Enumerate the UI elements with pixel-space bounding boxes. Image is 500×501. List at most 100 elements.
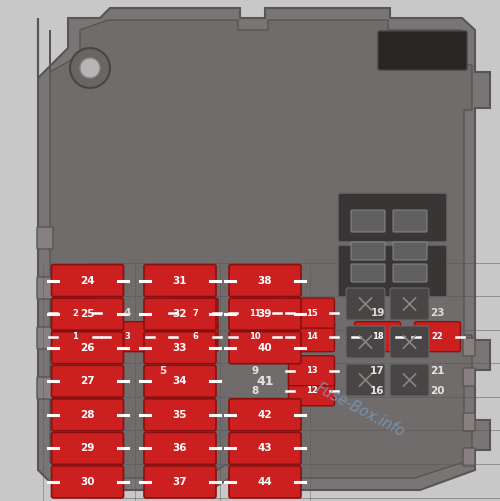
Circle shape xyxy=(70,48,110,88)
FancyBboxPatch shape xyxy=(232,298,278,328)
Text: 40: 40 xyxy=(258,343,272,353)
Text: 42: 42 xyxy=(258,410,272,420)
Text: 11: 11 xyxy=(249,309,261,318)
Text: 38: 38 xyxy=(258,276,272,286)
Text: 25: 25 xyxy=(80,309,95,319)
FancyBboxPatch shape xyxy=(288,356,335,386)
Text: 18: 18 xyxy=(372,332,384,341)
FancyBboxPatch shape xyxy=(463,448,475,466)
Text: 19: 19 xyxy=(370,308,384,318)
Text: 37: 37 xyxy=(172,477,188,487)
FancyBboxPatch shape xyxy=(346,326,385,358)
FancyBboxPatch shape xyxy=(390,326,429,358)
Text: 6: 6 xyxy=(192,332,198,341)
FancyBboxPatch shape xyxy=(52,322,98,352)
FancyBboxPatch shape xyxy=(52,298,124,330)
FancyBboxPatch shape xyxy=(463,413,475,431)
FancyBboxPatch shape xyxy=(37,227,53,249)
Polygon shape xyxy=(50,20,472,478)
FancyBboxPatch shape xyxy=(144,365,216,397)
FancyBboxPatch shape xyxy=(144,332,216,364)
FancyBboxPatch shape xyxy=(144,432,216,464)
Text: 9: 9 xyxy=(252,366,258,376)
Text: 44: 44 xyxy=(258,477,272,487)
Text: 21: 21 xyxy=(430,366,445,376)
FancyBboxPatch shape xyxy=(346,288,385,320)
Text: 32: 32 xyxy=(173,309,187,319)
FancyBboxPatch shape xyxy=(338,193,447,242)
FancyBboxPatch shape xyxy=(52,399,124,431)
Text: 35: 35 xyxy=(173,410,187,420)
Text: 1: 1 xyxy=(72,332,78,341)
FancyBboxPatch shape xyxy=(351,210,385,232)
FancyBboxPatch shape xyxy=(144,399,216,431)
FancyBboxPatch shape xyxy=(172,322,218,352)
Text: 27: 27 xyxy=(80,376,95,386)
Text: 10: 10 xyxy=(249,332,261,341)
FancyBboxPatch shape xyxy=(393,242,427,260)
Text: 29: 29 xyxy=(80,443,94,453)
Text: 28: 28 xyxy=(80,410,95,420)
FancyBboxPatch shape xyxy=(346,364,385,396)
FancyBboxPatch shape xyxy=(52,365,124,397)
FancyBboxPatch shape xyxy=(172,298,218,328)
Circle shape xyxy=(236,458,264,486)
Text: 22: 22 xyxy=(432,332,444,341)
FancyBboxPatch shape xyxy=(52,265,124,297)
Text: 34: 34 xyxy=(172,376,188,386)
FancyBboxPatch shape xyxy=(52,466,124,498)
Text: 39: 39 xyxy=(258,309,272,319)
FancyBboxPatch shape xyxy=(52,332,124,364)
Polygon shape xyxy=(38,8,490,490)
Text: 14: 14 xyxy=(306,332,318,341)
Text: 33: 33 xyxy=(173,343,187,353)
FancyBboxPatch shape xyxy=(354,322,401,352)
FancyBboxPatch shape xyxy=(229,298,301,330)
Text: 24: 24 xyxy=(80,276,95,286)
FancyBboxPatch shape xyxy=(390,288,429,320)
FancyBboxPatch shape xyxy=(232,322,278,352)
Text: 15: 15 xyxy=(306,309,318,318)
Text: 16: 16 xyxy=(370,386,385,396)
FancyBboxPatch shape xyxy=(463,368,475,386)
FancyBboxPatch shape xyxy=(229,332,301,364)
Text: 2: 2 xyxy=(72,309,78,318)
Text: 26: 26 xyxy=(80,343,95,353)
Text: 43: 43 xyxy=(258,443,272,453)
FancyBboxPatch shape xyxy=(229,399,301,431)
FancyBboxPatch shape xyxy=(52,432,124,464)
FancyBboxPatch shape xyxy=(288,298,335,328)
Text: 12: 12 xyxy=(306,386,318,395)
FancyBboxPatch shape xyxy=(229,466,301,498)
FancyBboxPatch shape xyxy=(288,376,335,406)
Text: 13: 13 xyxy=(306,366,318,375)
FancyBboxPatch shape xyxy=(414,322,461,352)
FancyBboxPatch shape xyxy=(37,327,53,349)
FancyBboxPatch shape xyxy=(393,210,427,232)
FancyBboxPatch shape xyxy=(52,298,98,328)
FancyBboxPatch shape xyxy=(351,242,385,260)
FancyBboxPatch shape xyxy=(393,264,427,282)
FancyBboxPatch shape xyxy=(37,277,53,299)
FancyBboxPatch shape xyxy=(229,265,301,297)
Text: 20: 20 xyxy=(430,386,445,396)
FancyBboxPatch shape xyxy=(144,466,216,498)
Text: 8: 8 xyxy=(252,386,258,396)
Text: 7: 7 xyxy=(192,309,198,318)
Text: 41: 41 xyxy=(256,375,274,388)
FancyBboxPatch shape xyxy=(288,322,335,352)
Circle shape xyxy=(80,58,100,78)
Text: 5: 5 xyxy=(159,366,166,376)
Circle shape xyxy=(243,465,257,479)
FancyBboxPatch shape xyxy=(338,245,447,297)
FancyBboxPatch shape xyxy=(351,264,385,282)
FancyBboxPatch shape xyxy=(144,298,216,330)
Text: 3: 3 xyxy=(124,332,130,341)
FancyBboxPatch shape xyxy=(378,31,467,70)
Text: 30: 30 xyxy=(80,477,95,487)
FancyBboxPatch shape xyxy=(463,338,475,356)
FancyBboxPatch shape xyxy=(104,322,150,352)
FancyBboxPatch shape xyxy=(229,432,301,464)
FancyBboxPatch shape xyxy=(37,377,53,399)
Text: 17: 17 xyxy=(370,366,385,376)
